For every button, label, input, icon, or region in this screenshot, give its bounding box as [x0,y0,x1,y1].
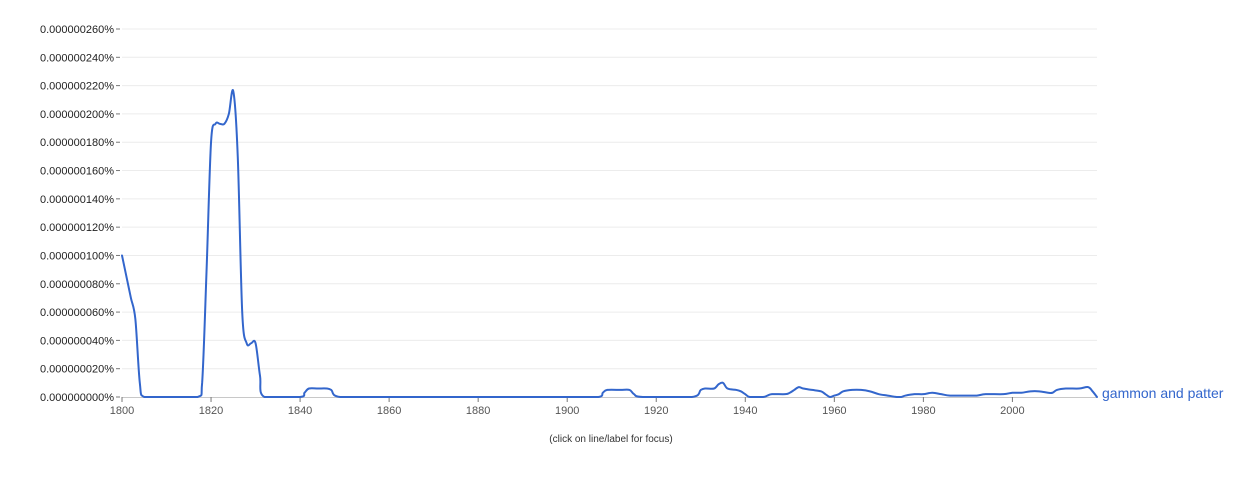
y-tick-label: 0.000000020% [40,364,114,376]
series-line[interactable] [121,88,1098,399]
x-tick-label: 1840 [288,405,312,417]
x-tick-label: 1940 [733,405,757,417]
y-tick-label: 0.000000140% [40,194,114,206]
x-axis: 1800 1820 1840 1860 1880 1900 1920 1940 1960 1980… [110,397,1097,417]
x-tick-label: 2000 [1000,405,1024,417]
y-tick-label: 0.000000040% [40,335,114,347]
x-tick-label: 1860 [377,405,401,417]
y-tick-label: 0.000000200% [40,109,114,121]
y-tick-label: 0.000000240% [40,52,114,64]
series-label[interactable]: gammon and patter [1102,385,1224,401]
x-tick-label: 1880 [466,405,490,417]
x-tick-label: 1820 [199,405,223,417]
y-tick-label: 0.000000120% [40,222,114,234]
y-tick-label: 0.000000180% [40,137,114,149]
x-tick-label: 1960 [822,405,846,417]
y-tick-label: 0.000000220% [40,81,114,93]
y-tick-label: 0.000000160% [40,166,114,178]
y-tick-label: 0.000000000% [40,392,114,404]
gridlines [122,28,1097,370]
y-tick-label: 0.000000060% [40,307,114,319]
y-tick-label: 0.000000260% [40,24,114,36]
y-tick-label: 0.000000080% [40,279,114,291]
x-tick-label: 1920 [644,405,668,417]
x-tick-label: 1900 [555,405,579,417]
y-axis: 0.000000000% 0.000000020% 0.000000040% 0.00… [40,24,120,404]
x-tick-label: 1800 [110,405,134,417]
y-tick-label: 0.000000100% [40,250,114,262]
series-group[interactable]: gammon and patter [121,88,1224,401]
focus-hint-text: (click on line/label for focus) [549,434,672,445]
x-tick-label: 1980 [911,405,935,417]
